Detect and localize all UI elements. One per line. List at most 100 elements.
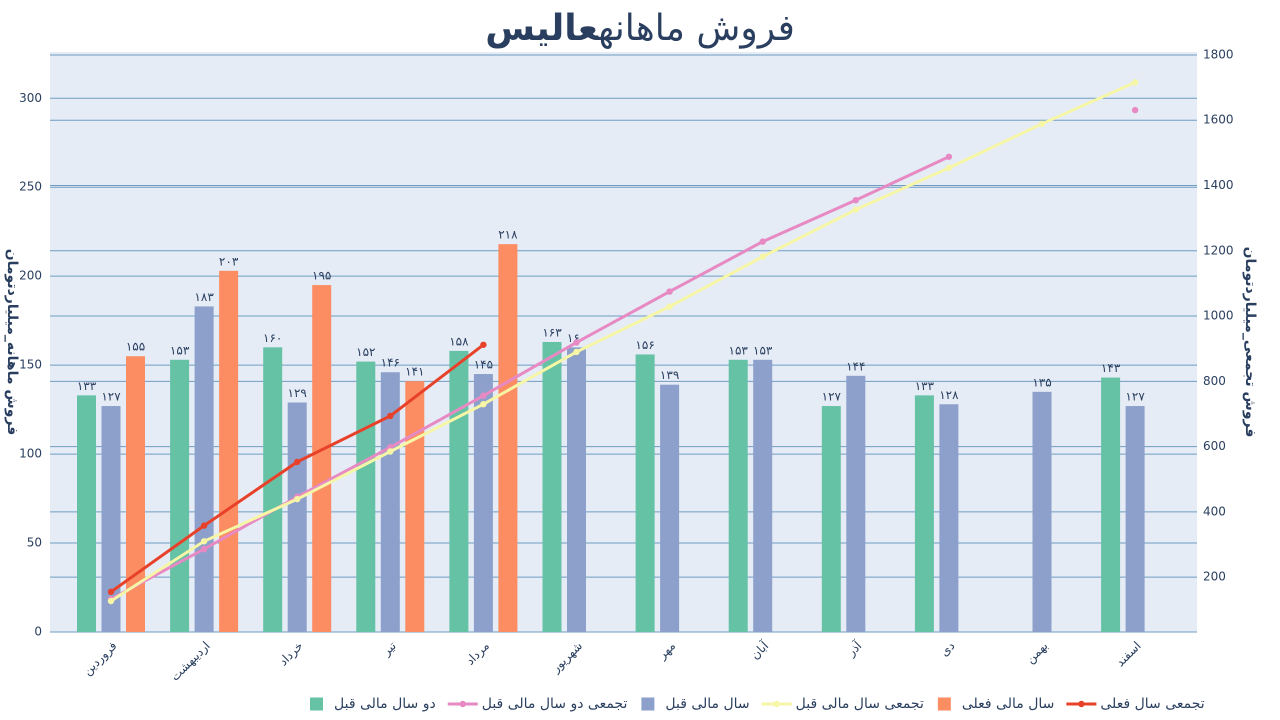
y-tick-label: 100 (19, 447, 42, 461)
value-label: ۱۶۰ (263, 331, 282, 345)
value-label: ۱۵۲ (356, 345, 375, 359)
x-tick-label: بهمن (1023, 639, 1051, 667)
value-label: ۱۲۹ (288, 386, 307, 400)
y2-tick-label: 1600 (1203, 113, 1234, 127)
line-marker (294, 495, 301, 503)
line-marker (480, 400, 487, 408)
y-tick-label: 150 (19, 358, 42, 372)
value-label: ۱۵۳ (753, 343, 773, 357)
line-marker (1131, 106, 1139, 114)
value-label: ۱۴۶ (381, 356, 400, 370)
bar (101, 406, 121, 632)
y2-tick-label: 1400 (1203, 178, 1234, 192)
value-label: ۱۲۷ (1125, 390, 1145, 404)
plot-background (50, 52, 1197, 632)
value-label: ۱۵۳ (170, 343, 190, 357)
legend-item: دو سال مالی قبل (310, 696, 436, 712)
line-marker (107, 588, 115, 596)
y-tick-label: 200 (19, 269, 42, 283)
legend-label: سال مالی فعلی (962, 696, 1055, 712)
value-label: ۱۶۳ (542, 326, 562, 340)
line-marker (480, 341, 487, 348)
value-label: ۱۲۷ (822, 390, 842, 404)
y2-tick-label: 200 (1203, 570, 1226, 584)
line-marker (107, 597, 115, 605)
legend-label: تجمعی دو سال مالی قبل (482, 696, 628, 712)
legend-swatch (459, 700, 466, 708)
x-tick-label: خرداد (276, 639, 306, 669)
line-marker (200, 538, 208, 545)
line-marker (480, 392, 487, 399)
value-label: ۱۵۸ (449, 334, 469, 348)
bar (846, 375, 866, 632)
x-tick-label: مرداد (463, 639, 493, 669)
bar (821, 406, 841, 632)
x-tick-label: تیر (379, 639, 400, 660)
title-text: فروش ماهانه (597, 8, 795, 49)
value-label: ۱۵۵ (126, 340, 145, 354)
line-marker (852, 196, 859, 204)
legend-label: سال مالی قبل (665, 696, 749, 712)
x-tick-label: اسفند (1113, 639, 1144, 670)
value-label: ۱۲۸ (939, 388, 959, 402)
line-marker (852, 206, 859, 213)
bar (753, 359, 773, 632)
y-tick-label: 250 (19, 180, 42, 194)
bar (287, 402, 307, 632)
y-tick-label: 0 (34, 625, 42, 639)
legend-swatch (1078, 700, 1085, 708)
bar (473, 374, 493, 632)
bar (405, 381, 425, 632)
value-label: ۱۹۵ (312, 269, 331, 283)
bar (939, 404, 959, 632)
bar (126, 356, 145, 632)
bar (498, 244, 518, 633)
legend-label: دو سال مالی قبل (334, 696, 436, 712)
x-tick-label: آذر (843, 638, 866, 661)
line (110, 80, 1136, 603)
x-tick-label: فروردین (80, 639, 120, 679)
value-label: ۱۴۴ (846, 359, 865, 373)
value-label: ۱۲۷ (101, 390, 121, 404)
chart-title: فروش ماهانهعالیس (485, 8, 795, 49)
line-marker (573, 339, 580, 346)
legend-item: تجمعی دو سال مالی قبل (447, 696, 628, 712)
value-label: ۱۴۵ (474, 358, 493, 372)
value-label: ۱۳۵ (1032, 375, 1051, 389)
bar (660, 384, 680, 632)
line-marker (573, 348, 580, 356)
value-label: ۱۳۹ (660, 368, 679, 382)
line-marker (387, 448, 394, 455)
bar (170, 359, 190, 632)
bar (914, 395, 934, 632)
y2-tick-label: 600 (1203, 439, 1226, 453)
bar (263, 347, 283, 632)
bar (380, 372, 400, 632)
line-marker (200, 522, 208, 529)
x-tick-label: مهر (654, 639, 678, 663)
bar (449, 350, 469, 632)
legend-item: تجمعی سال فعلی (1066, 696, 1205, 712)
legend-item: تجمعی سال مالی قبل (761, 696, 924, 712)
bar (635, 354, 655, 632)
legend-swatch (773, 700, 780, 708)
x-tick-label: آبان (747, 638, 772, 663)
bar (1032, 391, 1052, 632)
value-label: ۲۰۳ (219, 254, 239, 268)
line-marker (759, 238, 766, 245)
x-tick-label: اردیبهشت (168, 639, 214, 685)
legend-item: سال مالی قبل (641, 696, 750, 712)
line-marker (387, 412, 394, 420)
value-label: ۱۳۳ (77, 379, 97, 393)
bar (728, 359, 748, 632)
bar (356, 361, 376, 632)
bar (542, 342, 562, 632)
legend-item: سال مالی فعلی (937, 696, 1055, 712)
legend-swatch (641, 697, 655, 711)
line-marker (666, 288, 673, 295)
bar (1101, 377, 1121, 632)
line-marker (200, 545, 208, 553)
value-label: ۱۴۱ (405, 365, 424, 379)
value-label: ۲۱۸ (498, 228, 518, 242)
y2-tick-label: 1000 (1203, 309, 1234, 323)
